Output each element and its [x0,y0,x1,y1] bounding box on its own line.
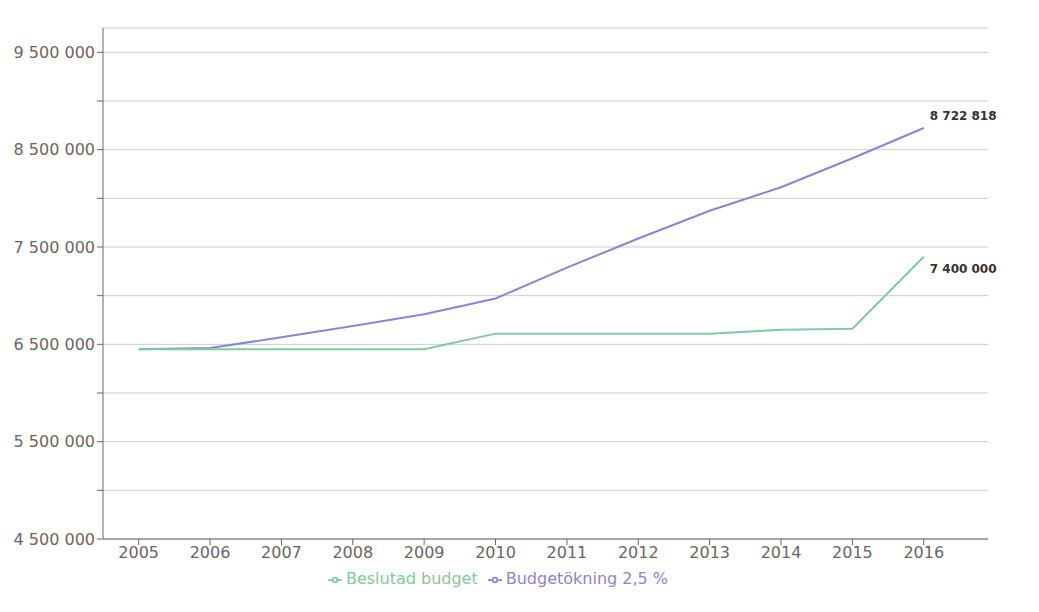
html-text:Budgetökning 2,5 %: Budgetökning 2,5 % [505,569,668,588]
svg-text:8 722 818: 8 722 818 [930,109,997,123]
svg-text:2012: 2012 [618,543,659,562]
svg-text:5 500 000: 5 500 000 [14,432,95,451]
svg-text:2014: 2014 [761,543,802,562]
svg-text:9 500 000: 9 500 000 [14,43,95,62]
svg-text:2009: 2009 [404,543,445,562]
svg-text:4 500 000: 4 500 000 [14,530,95,549]
svg-text:6 500 000: 6 500 000 [14,335,95,354]
svg-text:2016: 2016 [903,543,944,562]
svg-text:2007: 2007 [261,543,302,562]
svg-text:2015: 2015 [832,543,873,562]
html-text:Beslutad budget: Beslutad budget [345,569,478,588]
svg-text:2005: 2005 [118,543,159,562]
svg-text:7 400 000: 7 400 000 [930,262,997,276]
svg-text:2008: 2008 [332,543,373,562]
svg-text:2010: 2010 [475,543,516,562]
svg-text:2006: 2006 [190,543,231,562]
svg-text:7 500 000: 7 500 000 [14,238,95,257]
svg-text:8 500 000: 8 500 000 [14,140,95,159]
svg-text:2011: 2011 [547,543,588,562]
svg-text:2013: 2013 [689,543,730,562]
